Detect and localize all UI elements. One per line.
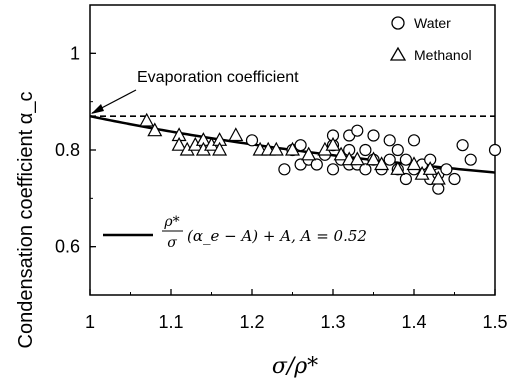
water-point	[383, 134, 396, 147]
methanol-point	[422, 161, 438, 175]
y-axis-label: Condensation coefficient α_c	[15, 92, 37, 349]
x-tick-label: 1.4	[401, 312, 426, 332]
legend-methanol-marker	[389, 46, 407, 61]
water-point	[367, 129, 380, 142]
methanol-point	[365, 151, 382, 166]
water-point	[310, 158, 323, 171]
formula-denominator: σ	[167, 235, 177, 251]
legend: Water Methanol	[389, 15, 472, 63]
x-tick-label: 1.1	[158, 312, 183, 332]
methanol-point	[430, 170, 446, 185]
water-point	[359, 163, 372, 176]
legend-methanol-label: Methanol	[414, 47, 472, 63]
water-point	[432, 182, 445, 195]
methanol-point	[390, 161, 406, 175]
legend-water-marker	[391, 16, 405, 30]
water-point	[464, 153, 477, 166]
x-tick-label: 1	[85, 312, 95, 332]
water-point	[407, 134, 421, 147]
legend-water-label: Water	[414, 15, 451, 31]
x-tick-label: 1.3	[320, 312, 345, 332]
methanol-point	[333, 146, 349, 161]
y-tick-label: 0.8	[55, 140, 80, 160]
methanol-point	[325, 136, 341, 151]
x-axis-label: σ/ρ*	[272, 354, 318, 379]
formula-rhs: (α_e − A) + A, A = 0.52	[187, 227, 367, 245]
methanol-point	[268, 141, 284, 156]
water-point	[448, 172, 461, 186]
methanol-point	[212, 141, 228, 156]
water-point	[391, 143, 404, 157]
methanol-point	[301, 146, 317, 161]
water-point	[294, 139, 307, 152]
water-point	[440, 163, 453, 176]
x-tick-label: 1.2	[239, 312, 264, 332]
x-tick-label: 1.5	[482, 312, 507, 332]
methanol-point	[147, 122, 163, 137]
model-legend: ρ* σ (α_e − A) + A, A = 0.52	[103, 214, 367, 251]
water-point	[359, 143, 372, 157]
methanol-point	[139, 112, 155, 127]
water-point	[278, 163, 291, 176]
water-point	[245, 134, 259, 147]
water-point	[488, 143, 502, 157]
water-point	[399, 172, 412, 186]
y-tick-label: 0.6	[55, 237, 80, 257]
methanol-point	[284, 141, 301, 156]
water-point	[399, 153, 412, 166]
methanol-point	[349, 151, 365, 166]
water-point	[383, 153, 396, 166]
water-point	[456, 139, 469, 152]
arrowhead-icon	[91, 104, 104, 114]
formula-numerator: ρ*	[163, 214, 179, 230]
water-point	[326, 163, 340, 176]
methanol-point	[171, 136, 187, 151]
evaporation-annotation: Evaporation coefficient	[137, 69, 299, 86]
water-point	[351, 124, 364, 137]
methanol-point	[228, 127, 244, 142]
methanol-point	[406, 156, 422, 171]
y-tick-label: 1	[70, 43, 80, 63]
methanol-point	[374, 156, 390, 171]
